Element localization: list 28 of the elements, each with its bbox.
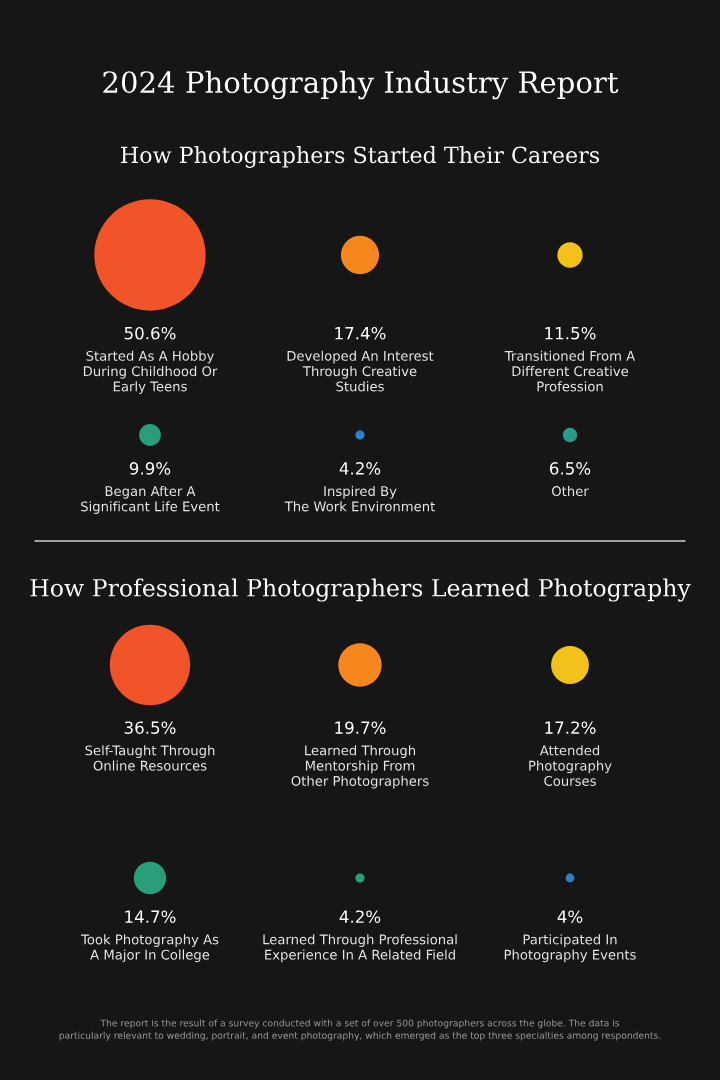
category-label: Transitioned From A Different Creative Profession	[504, 350, 636, 392]
category-label: Learned Through Professional Experience In A Related Field	[263, 934, 457, 963]
text: 2024 Photography Industry Report	[103, 70, 619, 100]
data-label: 6.5%	[549, 462, 591, 475]
category-label: Developed An Interest Through Creative Studies	[287, 350, 434, 392]
data-label: 9.9%	[129, 462, 171, 475]
category-label: Inspired By The Work Environment	[284, 485, 435, 512]
category-label: Learned Through Mentorship From Other Photographers	[291, 745, 429, 789]
text: How Professional Photographers Learned Photography	[30, 578, 691, 602]
text: The report is the result of a survey conducted with a set of over 500 photographers across the globe. The data is particularly relevant to wedding, portrait, and event photography, which emerged as the top three specialties among respondents.	[59, 1019, 661, 1041]
data-label: 17.2%	[545, 721, 596, 734]
data-label: 17.4%	[335, 326, 386, 340]
data-label: 4%	[557, 910, 583, 924]
data-label: 19.7%	[335, 721, 386, 734]
data-label: 11.5%	[545, 326, 596, 340]
text: How Photographers Started Their Careers	[121, 146, 600, 168]
category-label: Attended Photography Courses	[529, 745, 612, 786]
data-label: 4.2%	[339, 910, 381, 924]
category-label: Started As A Hobby During Childhood Or Early Teens	[83, 350, 218, 394]
data-label: 36.5%	[124, 721, 176, 734]
category-label: Self-Taught Through Online Resources	[85, 745, 215, 771]
data-label: 50.6%	[124, 326, 176, 340]
data-label: 4.2%	[339, 462, 381, 475]
category-label: Participated In Photography Events	[504, 934, 636, 963]
data-label: 14.7%	[125, 910, 176, 924]
category-label: Took Photography As A Major In College	[80, 934, 219, 963]
category-label: Began After A Significant Life Event	[81, 485, 220, 514]
category-label: Other	[552, 485, 589, 497]
